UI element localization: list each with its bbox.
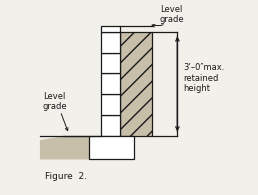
Bar — [101, 53, 120, 74]
Text: Level
grade: Level grade — [42, 92, 67, 111]
Text: Level
grade: Level grade — [159, 4, 184, 24]
Polygon shape — [40, 136, 101, 160]
Bar — [101, 32, 120, 53]
Bar — [101, 74, 120, 94]
Bar — [89, 136, 134, 160]
Bar — [101, 26, 120, 32]
Text: 3’–0″max.
retained
height: 3’–0″max. retained height — [183, 63, 224, 93]
Polygon shape — [120, 32, 152, 136]
Bar — [101, 115, 120, 136]
Bar — [101, 94, 120, 115]
Text: Figure  2.: Figure 2. — [45, 172, 87, 181]
